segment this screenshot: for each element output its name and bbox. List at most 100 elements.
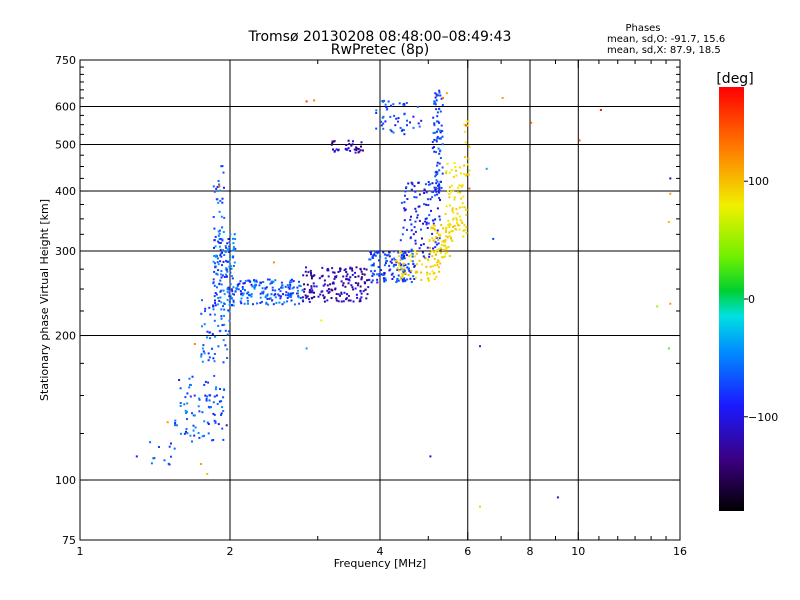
data-point-o: [220, 400, 223, 403]
data-point-x: [451, 239, 454, 242]
data-point-o: [401, 233, 404, 236]
data-point-o: [186, 392, 189, 395]
data-point-o: [363, 273, 366, 276]
data-point-o: [220, 165, 223, 168]
data-point-o: [380, 124, 383, 127]
data-point-o: [218, 400, 221, 403]
data-point-o: [239, 280, 242, 283]
data-point-o: [231, 297, 233, 300]
data-point-o: [403, 268, 406, 271]
data-point-o: [378, 274, 381, 277]
data-point-o: [205, 399, 208, 402]
data-point-o: [259, 296, 262, 299]
data-point-o: [175, 424, 178, 427]
data-point-x: [442, 244, 445, 247]
data-point-x: [449, 237, 452, 240]
data-point-o: [269, 297, 272, 300]
data-point-x: [399, 278, 402, 281]
data-point-o: [342, 275, 345, 278]
data-point-o: [271, 286, 274, 289]
data-point-o: [213, 227, 216, 230]
data-point-o: [220, 289, 223, 292]
data-point-x: [457, 191, 459, 194]
data-point-o: [384, 120, 387, 123]
data-point-o: [304, 294, 307, 297]
data-point-x: [431, 255, 434, 258]
data-point-o: [290, 296, 293, 298]
data-point-o: [219, 260, 222, 263]
data-point-o: [197, 405, 200, 408]
data-point-o: [192, 414, 195, 417]
data-point-o: [191, 375, 194, 378]
data-point-o: [438, 91, 441, 94]
data-point-o: [433, 124, 436, 127]
data-point-o: [432, 219, 435, 222]
data-point-o: [405, 102, 408, 104]
data-point-o: [246, 302, 249, 305]
data-point-o: [402, 252, 405, 255]
data-point-o: [308, 300, 311, 303]
data-point-o: [373, 273, 376, 276]
data-point-o: [337, 271, 340, 273]
data-point-o: [347, 294, 350, 297]
data-point-o: [225, 275, 228, 278]
data-point-o: [356, 296, 359, 299]
data-point-o: [265, 301, 268, 304]
data-point-o: [229, 271, 232, 274]
data-point-x: [445, 235, 448, 238]
data-point-o: [366, 293, 369, 296]
data-point-o: [224, 245, 227, 247]
data-point-o: [204, 380, 207, 383]
data-point-o: [215, 272, 218, 275]
data-point-o: [223, 293, 226, 296]
data-point-x: [459, 184, 462, 187]
data-point-x: [429, 251, 432, 254]
data-point-o: [262, 290, 265, 293]
data-point-o: [197, 432, 200, 434]
data-point-o: [438, 169, 441, 172]
data-point-o: [213, 255, 216, 257]
data-point-o: [209, 313, 212, 316]
data-point-o: [288, 287, 291, 290]
data-point-x: [432, 272, 435, 275]
data-point-o: [436, 111, 439, 114]
data-point-o: [227, 330, 230, 333]
data-point-o: [370, 264, 373, 267]
data-point-o: [397, 251, 400, 254]
data-point-o: [218, 299, 221, 302]
x-tick-label: 1: [77, 545, 84, 558]
data-point-o: [409, 271, 412, 274]
data-point-x: [451, 230, 454, 233]
data-point: [206, 472, 209, 475]
data-point-x: [433, 239, 436, 242]
data-point-o: [311, 296, 314, 299]
data-point-o: [394, 263, 397, 266]
data-point-o: [322, 284, 325, 287]
data-point-x: [410, 259, 413, 262]
data-point-o: [426, 198, 429, 201]
data-point-o: [222, 361, 225, 364]
data-point-x: [463, 224, 466, 227]
data-point-o: [390, 273, 393, 276]
data-point-o: [279, 290, 282, 293]
data-point-x: [434, 229, 437, 232]
data-point-x: [435, 275, 438, 278]
data-point-o: [428, 253, 431, 256]
data-point-x: [463, 123, 466, 126]
data-point-o: [179, 432, 182, 435]
data-point-o: [249, 280, 252, 283]
data-point-o: [225, 268, 228, 271]
data-point-o: [391, 272, 394, 275]
data-point-o: [375, 251, 378, 254]
data-point-o: [183, 432, 186, 435]
colorbar-ticks: 100 0 −100: [744, 175, 778, 424]
data-point: [313, 99, 316, 102]
data-point-x: [463, 164, 466, 167]
data-point-o: [287, 286, 290, 289]
data-point-o: [231, 292, 234, 295]
data-point-o: [201, 360, 204, 363]
data-point-x: [464, 130, 467, 133]
data-point-x: [439, 247, 442, 250]
data-point: [272, 261, 275, 264]
data-point-x: [438, 233, 441, 236]
